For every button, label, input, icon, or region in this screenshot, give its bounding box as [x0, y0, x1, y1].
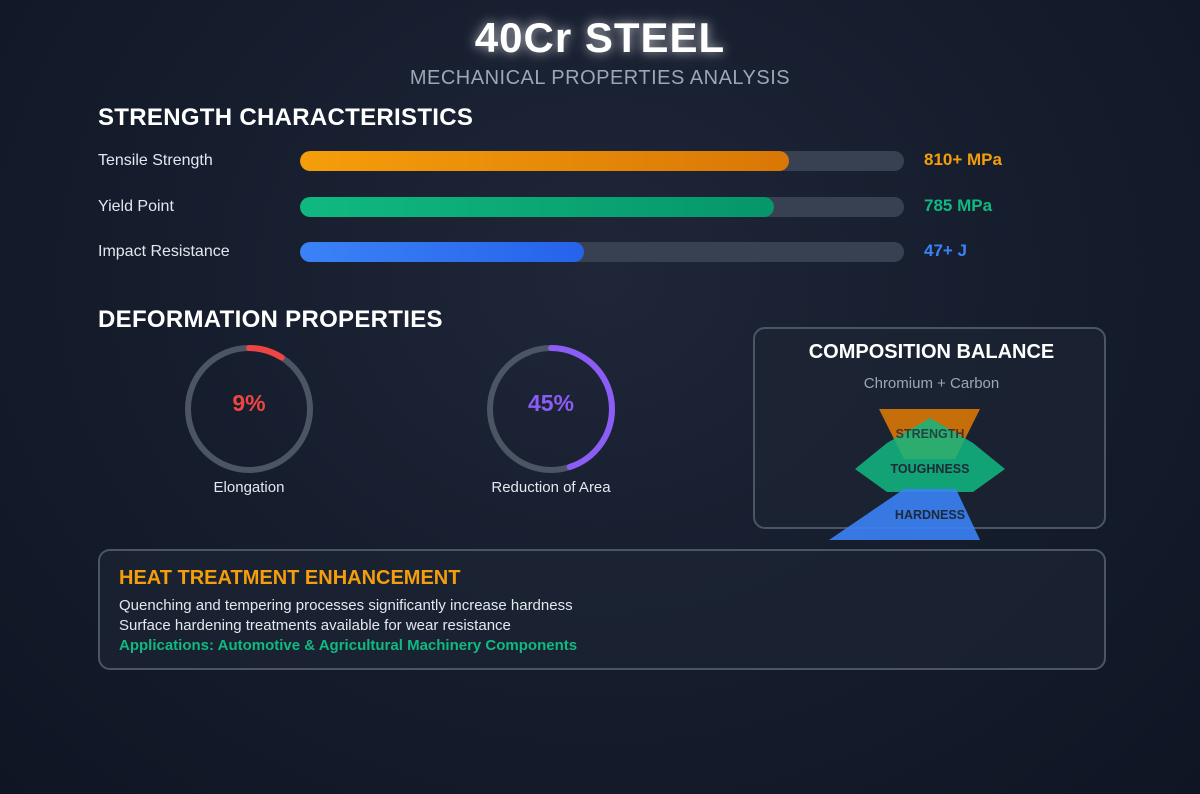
strength-section-title: STRENGTH CHARACTERISTICS [98, 104, 474, 131]
composition-diagram: STRENGTH TOUGHNESS HARDNESS [829, 409, 1005, 540]
hardness-trapezoid [829, 489, 980, 540]
heat-treatment-panel: HEAT TREATMENT ENHANCEMENT Quenching and… [98, 549, 1106, 670]
bar-value: 810+ MPa [924, 150, 1002, 169]
hardness-label: HARDNESS [895, 508, 965, 522]
composition-subtitle: Chromium + Carbon [863, 375, 1000, 392]
bar-row-impact-resistance: Impact Resistance 47+ J [98, 241, 1098, 263]
elongation-gauge: 9% Elongation [169, 342, 329, 496]
tensile-strength-bar-fill [300, 151, 790, 171]
heat-treatment-line: Surface hardening treatments available f… [119, 617, 511, 634]
reduction-of-area-value: 45% [527, 390, 575, 416]
elongation-value: 9% [232, 390, 266, 416]
elongation-ring-progress [185, 345, 313, 473]
bar-track [300, 242, 904, 262]
impact-resistance-bar-fill [300, 242, 584, 262]
deformation-section-title: DEFORMATION PROPERTIES [98, 306, 443, 333]
elongation-ring [185, 345, 313, 473]
strength-label: STRENGTH [896, 427, 965, 441]
reduction-of-area-gauge: 45% Reduction of Area [471, 342, 631, 496]
reduction-of-area-ring-progress [487, 345, 615, 473]
bar-label: Tensile Strength [98, 152, 213, 169]
reduction-of-area-ring [487, 345, 615, 473]
page-title: 40Cr STEEL [474, 14, 726, 61]
heat-treatment-line: Quenching and tempering processes signif… [119, 597, 573, 614]
bar-track [300, 197, 904, 217]
page-subtitle: MECHANICAL PROPERTIES ANALYSIS [409, 67, 791, 89]
bar-track [300, 151, 904, 171]
yield-point-bar-fill [300, 197, 775, 217]
reduction-of-area-label: Reduction of Area [491, 479, 611, 496]
elongation-label: Elongation [213, 479, 285, 496]
bar-value: 785 MPa [924, 196, 993, 215]
bar-value: 47+ J [924, 241, 968, 260]
bar-row-yield-point: Yield Point 785 MPa [98, 196, 1098, 218]
applications-text: Applications: Automotive & Agricultural … [119, 637, 578, 654]
toughness-label: TOUGHNESS [891, 462, 970, 476]
toughness-hexagon [855, 418, 1005, 492]
bar-label: Yield Point [98, 198, 174, 215]
composition-title: COMPOSITION BALANCE [808, 341, 1055, 363]
bar-row-tensile-strength: Tensile Strength 810+ MPa [98, 150, 1098, 172]
heat-treatment-title: HEAT TREATMENT ENHANCEMENT [119, 567, 461, 589]
bar-label: Impact Resistance [98, 243, 230, 260]
